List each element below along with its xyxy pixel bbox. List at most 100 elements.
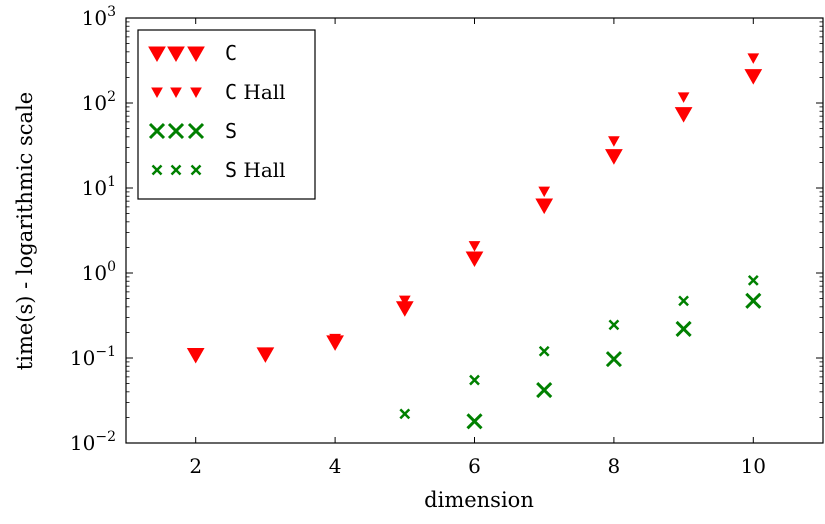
data-point-stroke bbox=[536, 381, 553, 399]
data-point bbox=[538, 345, 550, 357]
data-point bbox=[745, 292, 762, 309]
data-point bbox=[398, 295, 411, 307]
data-point bbox=[466, 413, 483, 430]
y-tick-label: 103 bbox=[82, 4, 116, 30]
y-tick-label-exponent: −1 bbox=[95, 344, 116, 360]
data-point bbox=[186, 347, 205, 364]
legend-label-suffix: Hall bbox=[237, 158, 286, 182]
legend-symbol bbox=[151, 87, 202, 99]
legend-label-code: S bbox=[225, 119, 237, 143]
data-point bbox=[677, 92, 690, 103]
y-tick-label-base: 10 bbox=[70, 346, 95, 370]
series-2 bbox=[466, 292, 762, 430]
legend-box bbox=[137, 29, 316, 200]
data-point bbox=[538, 186, 551, 198]
data-point bbox=[536, 381, 553, 399]
data-point bbox=[187, 46, 205, 63]
data-point bbox=[674, 107, 693, 123]
data-point bbox=[329, 333, 341, 345]
y-tick-label: 10−2 bbox=[70, 429, 116, 455]
data-point bbox=[190, 87, 202, 99]
data-point-stroke bbox=[745, 292, 762, 309]
legend-label-code: S bbox=[225, 158, 237, 182]
data-point-stroke bbox=[167, 122, 185, 140]
series-3 bbox=[399, 274, 759, 420]
data-point-stroke bbox=[747, 274, 759, 286]
y-tick-label-base: 10 bbox=[82, 91, 107, 115]
data-point-stroke bbox=[190, 164, 202, 176]
data-point-stroke bbox=[187, 122, 205, 140]
data-point bbox=[747, 274, 759, 286]
legend-label-suffix: Hall bbox=[237, 80, 286, 104]
data-point bbox=[170, 164, 182, 176]
x-tick-label: 4 bbox=[329, 454, 342, 478]
data-point-stroke bbox=[148, 122, 166, 140]
data-point-stroke bbox=[170, 164, 182, 176]
legend-label: C bbox=[225, 41, 237, 65]
data-point bbox=[535, 198, 554, 215]
data-point-stroke bbox=[605, 351, 622, 368]
y-tick-label: 100 bbox=[82, 259, 116, 285]
x-tick-label: 2 bbox=[189, 454, 202, 478]
legend-label: S bbox=[225, 119, 237, 143]
y-tick-label-exponent: −2 bbox=[95, 429, 116, 445]
data-point bbox=[608, 136, 620, 147]
data-point bbox=[167, 122, 185, 140]
data-point bbox=[256, 347, 275, 363]
marks-layer bbox=[186, 53, 763, 430]
legend-label: C Hall bbox=[225, 80, 286, 104]
data-point-stroke bbox=[399, 408, 411, 420]
y-tick-label-exponent: 3 bbox=[107, 4, 116, 20]
data-point bbox=[148, 46, 166, 63]
data-point bbox=[605, 351, 622, 368]
data-point bbox=[465, 251, 484, 268]
legend-label-code: C bbox=[225, 41, 237, 65]
x-tick-label: 6 bbox=[468, 454, 481, 478]
data-point bbox=[148, 122, 166, 140]
data-point bbox=[468, 241, 481, 252]
data-point bbox=[151, 87, 163, 99]
y-tick-label: 102 bbox=[82, 89, 116, 115]
data-point-stroke bbox=[469, 374, 480, 386]
data-point-stroke bbox=[608, 319, 620, 331]
series-1 bbox=[329, 53, 760, 345]
y-tick-label-base: 10 bbox=[82, 6, 107, 30]
x-tick-label: 10 bbox=[741, 454, 766, 478]
data-point-stroke bbox=[466, 413, 483, 430]
data-point bbox=[608, 319, 620, 331]
legend-symbol bbox=[148, 46, 205, 63]
data-point-stroke bbox=[675, 320, 692, 337]
y-tick-label-exponent: 1 bbox=[107, 174, 116, 190]
data-point bbox=[151, 164, 163, 176]
data-point bbox=[170, 87, 182, 99]
y-tick-label-exponent: 0 bbox=[107, 259, 116, 275]
legend-symbol bbox=[148, 122, 205, 140]
y-tick-label-base: 10 bbox=[82, 176, 107, 200]
data-point bbox=[605, 149, 623, 165]
data-point bbox=[744, 69, 763, 85]
y-axis-title: time(s) - logarithmic scale bbox=[13, 92, 37, 370]
data-point-stroke bbox=[151, 164, 163, 176]
legend-symbol bbox=[151, 164, 202, 176]
y-tick-label-exponent: 2 bbox=[107, 89, 116, 105]
data-point bbox=[675, 320, 692, 337]
legend-label-code: C bbox=[225, 80, 237, 104]
data-point bbox=[678, 295, 689, 307]
y-tick-label: 101 bbox=[82, 174, 116, 200]
data-point bbox=[747, 53, 760, 64]
data-point bbox=[469, 374, 480, 386]
data-point-stroke bbox=[538, 345, 550, 357]
data-point bbox=[167, 46, 185, 63]
y-tick-label: 10−1 bbox=[70, 344, 116, 370]
data-point bbox=[190, 164, 202, 176]
x-axis-title: dimension bbox=[424, 488, 534, 512]
legend-label: S Hall bbox=[225, 158, 286, 182]
data-point-stroke bbox=[678, 295, 689, 307]
data-point bbox=[187, 122, 205, 140]
x-tick-label: 8 bbox=[608, 454, 621, 478]
data-point bbox=[399, 408, 411, 420]
